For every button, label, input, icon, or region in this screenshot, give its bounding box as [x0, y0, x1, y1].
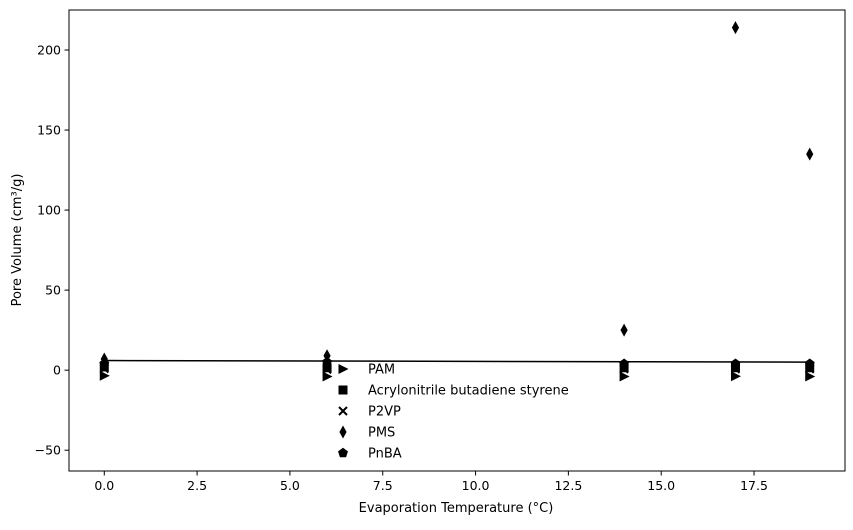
- x-tick-label: 5.0: [280, 478, 300, 493]
- legend-label: PnBA: [368, 447, 402, 462]
- legend-marker: [339, 425, 347, 439]
- data-point: [620, 323, 628, 337]
- plot-frame: [68, 9, 846, 472]
- series-pms: [100, 21, 814, 366]
- legend-label: P2VP: [368, 405, 401, 420]
- y-axis-title: Pore Volume (cm³/g): [10, 174, 25, 307]
- y-tick-label: 50: [45, 283, 61, 298]
- data-point: [804, 358, 815, 368]
- data-point: [806, 147, 814, 161]
- legend-label: Acrylonitrile butadiene styrene: [368, 384, 569, 399]
- data-point: [322, 364, 332, 375]
- legend-marker: [338, 447, 348, 458]
- x-tick-label: 12.5: [554, 478, 582, 493]
- legend: PAM Acrylonitrile butadiene styrene P2VP PM…: [338, 363, 569, 462]
- data-point: [730, 358, 741, 368]
- legend-entry: PnBA: [338, 447, 402, 462]
- series-pam: [99, 370, 816, 382]
- legend-label: PMS: [368, 426, 395, 441]
- legend-marker: [338, 385, 348, 395]
- plot-area: [99, 21, 816, 382]
- y-tick-label: −50: [35, 443, 61, 458]
- series-acrylonitrile-butadiene-styrene: [99, 362, 815, 373]
- x-tick-label: 17.5: [740, 478, 768, 493]
- legend-marker: [338, 406, 348, 416]
- y-tick-label: 100: [37, 203, 61, 218]
- data-point: [730, 371, 741, 382]
- x-tick-label: 7.5: [373, 478, 393, 493]
- legend-entry: P2VP: [338, 405, 401, 420]
- x-tick-label: 15.0: [647, 478, 675, 493]
- data-point: [322, 371, 333, 382]
- legend-entry: Acrylonitrile butadiene styrene: [338, 384, 569, 399]
- x-tick-label: 10.0: [462, 478, 490, 493]
- data-point: [731, 21, 740, 35]
- x-tick-label: 2.5: [187, 478, 207, 493]
- data-point: [619, 371, 630, 382]
- x-tick-label: 0.0: [94, 478, 114, 493]
- y-tick-label: 0: [53, 363, 61, 378]
- trend-line: [104, 359, 810, 363]
- legend-label: PAM: [368, 363, 395, 378]
- data-point: [322, 363, 332, 373]
- data-point: [619, 358, 630, 368]
- legend-entry: PAM: [338, 363, 395, 378]
- data-point: [99, 370, 110, 381]
- y-tick-label: 200: [37, 43, 61, 58]
- series-p2vp: [99, 363, 815, 375]
- x-axis-title: Evaporation Temperature (°C): [359, 501, 554, 516]
- data-point: [805, 371, 816, 382]
- y-tick-label: 150: [37, 123, 61, 138]
- legend-entry: PMS: [339, 425, 395, 441]
- axes: 0.0 2.5 5.0 7.5 10.0 12.5 15.0 17.5 −50 0 50 100 150…: [35, 9, 846, 493]
- legend-marker: [338, 364, 349, 374]
